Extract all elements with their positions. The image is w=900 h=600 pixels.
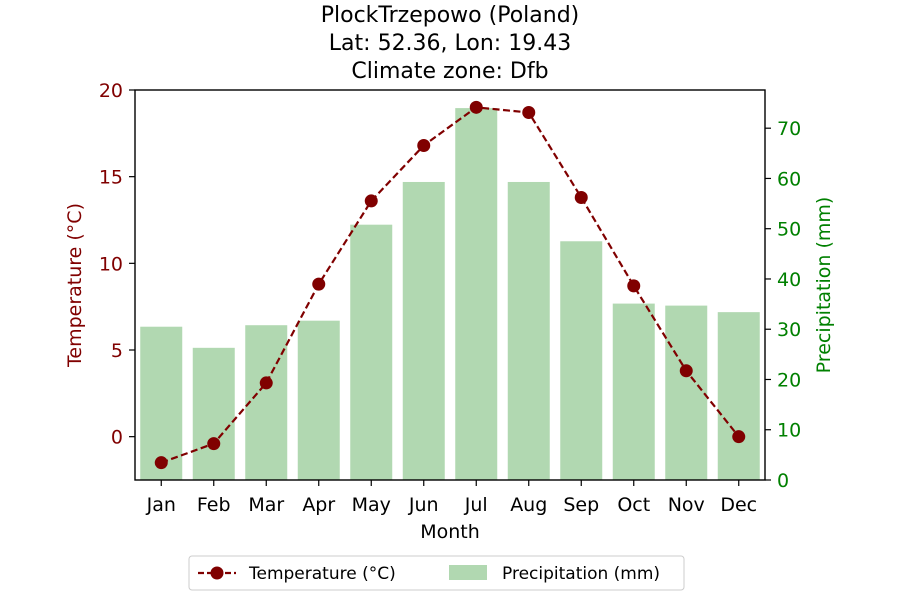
temperature-point-jul [469, 100, 483, 114]
x-tick-label-jan: Jan [146, 494, 176, 516]
precipitation-bar-sep [560, 241, 603, 480]
legend-precipitation-swatch [449, 565, 487, 580]
precipitation-bar-dec [717, 312, 760, 480]
left-y-tick-label: 5 [111, 340, 123, 362]
x-tick-label-oct: Oct [617, 494, 650, 516]
x-tick-label-apr: Apr [302, 494, 335, 516]
precipitation-bar-may [350, 224, 393, 480]
precipitation-bar-feb [192, 347, 235, 480]
left-y-axis-label: Temperature (°C) [64, 203, 86, 368]
x-axis-label: Month [420, 521, 480, 543]
right-y-tick-label: 20 [777, 369, 801, 391]
chart-title-line-3: Climate zone: Dfb [351, 59, 548, 84]
right-y-tick-label: 0 [777, 470, 789, 492]
right-y-tick-label: 10 [777, 420, 801, 442]
legend-frame [188, 555, 685, 591]
temperature-line [160, 106, 740, 464]
chart-title-line-2: Lat: 52.36, Lon: 19.43 [329, 31, 571, 56]
temperature-point-oct [627, 279, 641, 293]
left-y-tick-label: 15 [99, 167, 123, 189]
temperature-point-jun [417, 138, 431, 152]
right-y-tick-label: 30 [777, 319, 801, 341]
precipitation-bar-aug [507, 181, 550, 480]
temperature-point-may [364, 194, 378, 208]
precipitation-bar-mar [245, 325, 288, 480]
x-tick-label-aug: Aug [510, 494, 547, 516]
x-tick-label-may: May [352, 494, 391, 516]
left-y-tick-label: 10 [99, 253, 123, 275]
precipitation-bar-apr [297, 320, 340, 480]
temperature-point-jan [154, 456, 168, 470]
temperature-series [154, 100, 746, 470]
precipitation-bar-jun [402, 181, 445, 480]
temperature-point-nov [679, 364, 693, 378]
right-y-axis: 0 10 20 30 40 50 60 70 [765, 118, 801, 492]
legend-temperature-marker [210, 566, 224, 580]
x-tick-label-feb: Feb [197, 494, 231, 516]
legend-temperature-label: Temperature (°C) [248, 564, 396, 584]
x-axis: Jan Feb Mar Apr May Jun Jul Aug Sep Oct Nov Dec [146, 480, 757, 516]
right-y-tick-label: 40 [777, 269, 801, 291]
legend-precipitation-label: Precipitation (mm) [502, 564, 660, 584]
legend: Temperature (°C) Precipitation (mm) [188, 555, 685, 591]
precipitation-bar-oct [612, 303, 655, 480]
temperature-point-apr [312, 277, 326, 291]
temperature-point-sep [574, 190, 588, 204]
right-y-tick-label: 50 [777, 219, 801, 241]
left-y-tick-label: 20 [99, 80, 123, 102]
right-y-axis-label: Precipitation (mm) [813, 197, 835, 374]
x-tick-label-dec: Dec [720, 494, 757, 516]
plot-frame [134, 89, 766, 481]
temperature-point-aug [522, 106, 536, 120]
x-tick-label-sep: Sep [563, 494, 599, 516]
temperature-point-dec [732, 430, 746, 444]
chart-title-line-1: PlockTrzepowo (Poland) [321, 3, 580, 28]
precipitation-bar-jul [455, 108, 498, 481]
temperature-point-mar [259, 376, 273, 390]
left-y-tick-label: 0 [111, 427, 123, 449]
left-y-axis: 0 5 10 15 20 [99, 80, 135, 449]
precipitation-bars [140, 108, 760, 481]
x-tick-label-nov: Nov [668, 494, 705, 516]
precipitation-bar-jan [140, 326, 183, 480]
x-tick-label-jun: Jun [408, 494, 439, 516]
temperature-point-feb [207, 437, 221, 451]
precipitation-bar-nov [665, 305, 708, 480]
chart-title: PlockTrzepowo (Poland) Lat: 52.36, Lon: … [321, 3, 580, 84]
x-tick-label-jul: Jul [464, 494, 488, 516]
x-tick-label-mar: Mar [248, 494, 284, 516]
right-y-tick-label: 70 [777, 118, 801, 140]
right-y-tick-label: 60 [777, 168, 801, 190]
